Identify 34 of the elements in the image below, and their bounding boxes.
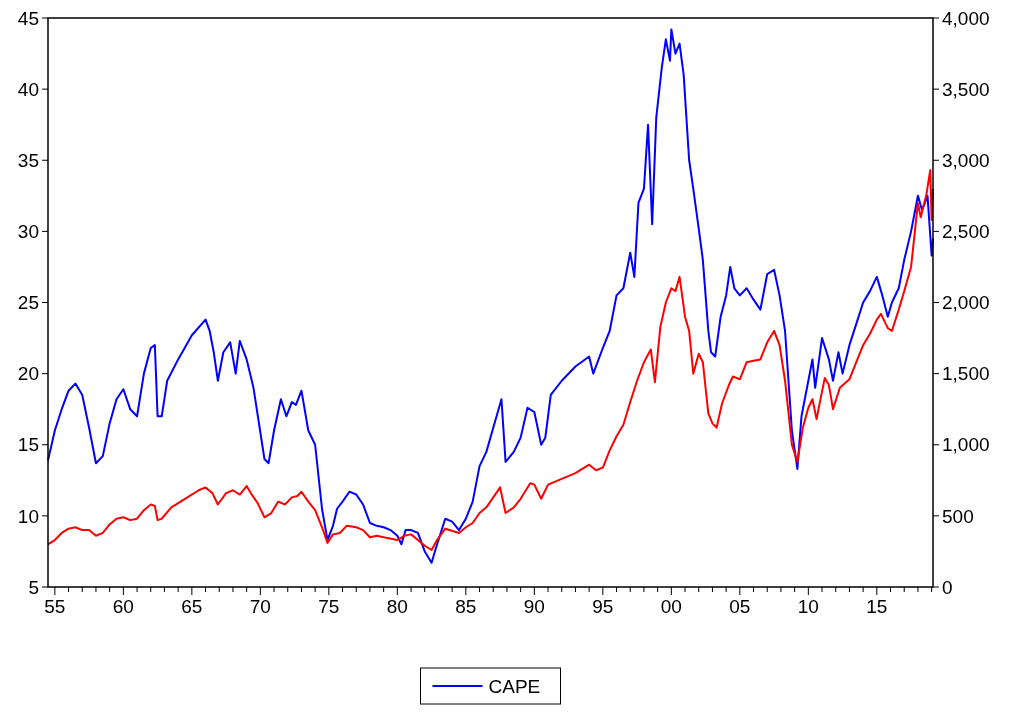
x-tick-label: 05 — [729, 596, 751, 617]
x-tick-label: 75 — [318, 596, 340, 617]
x-tick-label: 55 — [44, 596, 66, 617]
x-tick-label: 15 — [866, 596, 888, 617]
y2-tick-label: 4,000 — [942, 7, 990, 29]
x-tick-label: 95 — [592, 596, 614, 617]
y-tick-label: 20 — [17, 363, 39, 385]
y2-tick-label: 1,000 — [942, 434, 990, 456]
y-tick-label: 40 — [17, 78, 39, 100]
x-tick-label: 65 — [181, 596, 203, 617]
y2-tick-label: 2,000 — [942, 292, 990, 314]
y2-tick-label: 1,500 — [942, 363, 990, 385]
x-tick-label: 60 — [112, 596, 134, 617]
y-tick-label: 10 — [17, 505, 39, 527]
y2-tick-label: 2,500 — [942, 221, 990, 243]
x-tick-label: 90 — [523, 596, 545, 617]
legend-label: CAPE — [488, 675, 541, 697]
y2-tick-label: 0 — [942, 576, 953, 598]
y-tick-label: 30 — [17, 221, 39, 243]
y-tick-label: 15 — [17, 434, 39, 456]
x-tick-label: 80 — [386, 596, 408, 617]
line-series — [47, 28, 934, 564]
x-tick-label: 85 — [455, 596, 477, 617]
y2-tick-label: 3,500 — [942, 78, 990, 100]
x-tick-label: 10 — [797, 596, 819, 617]
x-tick-label: 70 — [249, 596, 271, 617]
x-tick-label: 00 — [660, 596, 682, 617]
y-tick-label: 45 — [17, 7, 39, 29]
y2-tick-label: 500 — [942, 505, 974, 527]
y2-tick-label: 3,000 — [942, 149, 990, 171]
y-tick-label: 25 — [17, 292, 39, 314]
y-tick-label: 35 — [17, 149, 39, 171]
line-series — [47, 169, 934, 552]
y-tick-label: 5 — [28, 576, 39, 598]
